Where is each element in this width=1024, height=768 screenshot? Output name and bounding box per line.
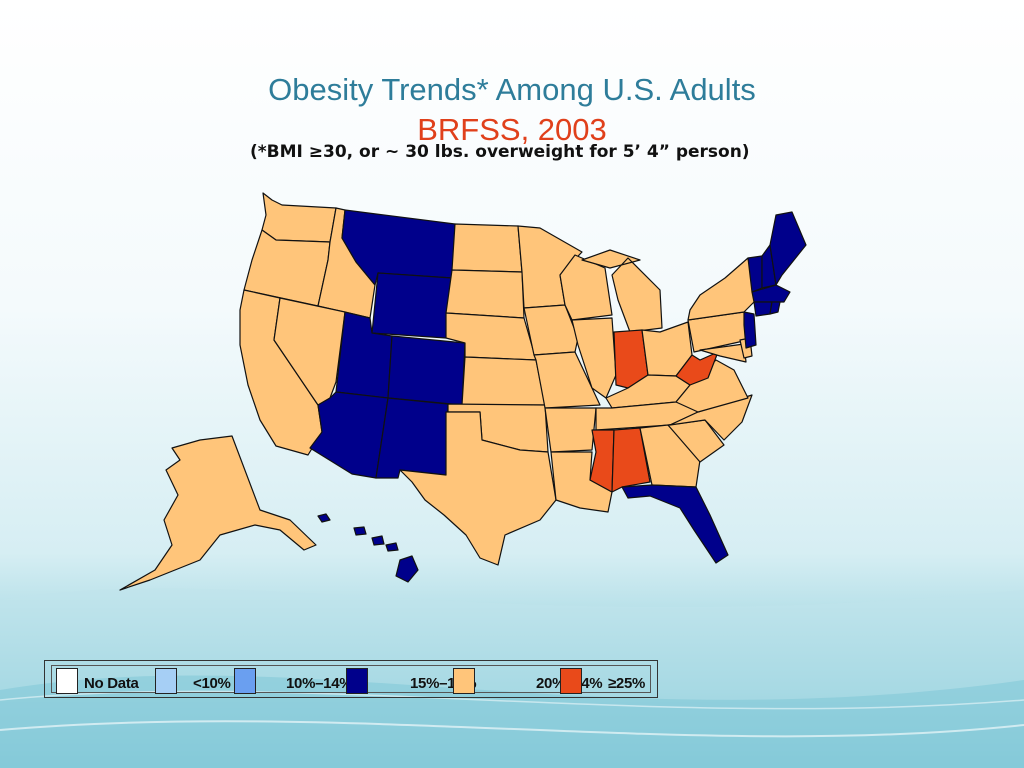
legend-inner-frame: No Data <10% 10%–14% 15%–19% 20%–24% ≥25… [51, 665, 651, 694]
state-hi [317, 513, 419, 583]
legend-label-lt10: <10% [193, 675, 231, 692]
bmi-footnote: (*BMI ≥30, or ~ 30 lbs. overweight for 5… [250, 142, 750, 162]
slide-subtitle: BRFSS, 2003 [417, 112, 607, 147]
legend-swatch-lt10 [155, 668, 177, 694]
state-ma [751, 284, 791, 303]
state-la [550, 451, 613, 513]
state-ks [461, 356, 546, 406]
state-fl [621, 484, 729, 564]
state-nj [743, 311, 757, 349]
state-md [699, 343, 747, 363]
state-ar [544, 407, 597, 453]
slide-title: Obesity Trends* Among U.S. Adults [268, 72, 756, 107]
state-mi [581, 249, 663, 333]
state-wa [261, 192, 337, 243]
state-ct [753, 301, 773, 317]
legend-label-no-data: No Data [84, 675, 139, 692]
state-ia [523, 304, 579, 356]
state-me [769, 211, 807, 286]
legend-swatch-15-19 [346, 668, 368, 694]
legend-swatch-20-24 [453, 668, 475, 694]
legend: No Data <10% 10%–14% 15%–19% 20%–24% ≥25… [44, 660, 658, 698]
legend-swatch-ge25 [560, 668, 582, 694]
state-mo [533, 351, 601, 409]
legend-label-10-14: 10%–14% [286, 675, 353, 692]
state-nm [375, 397, 449, 479]
state-nd [451, 223, 523, 273]
state-al [611, 427, 651, 493]
legend-swatch-10-14 [234, 668, 256, 694]
legend-label-ge25: ≥25% [608, 675, 646, 692]
state-ri [769, 301, 781, 315]
state-wy [371, 272, 453, 339]
state-az [309, 391, 389, 479]
state-tx [399, 411, 557, 566]
state-ms [589, 429, 615, 493]
state-co [387, 335, 466, 406]
state-ak [119, 435, 317, 591]
state-ny [687, 257, 757, 321]
legend-swatch-no-data [56, 668, 78, 694]
state-wi [559, 254, 613, 321]
state-ga [639, 424, 701, 488]
state-sd [445, 269, 525, 319]
